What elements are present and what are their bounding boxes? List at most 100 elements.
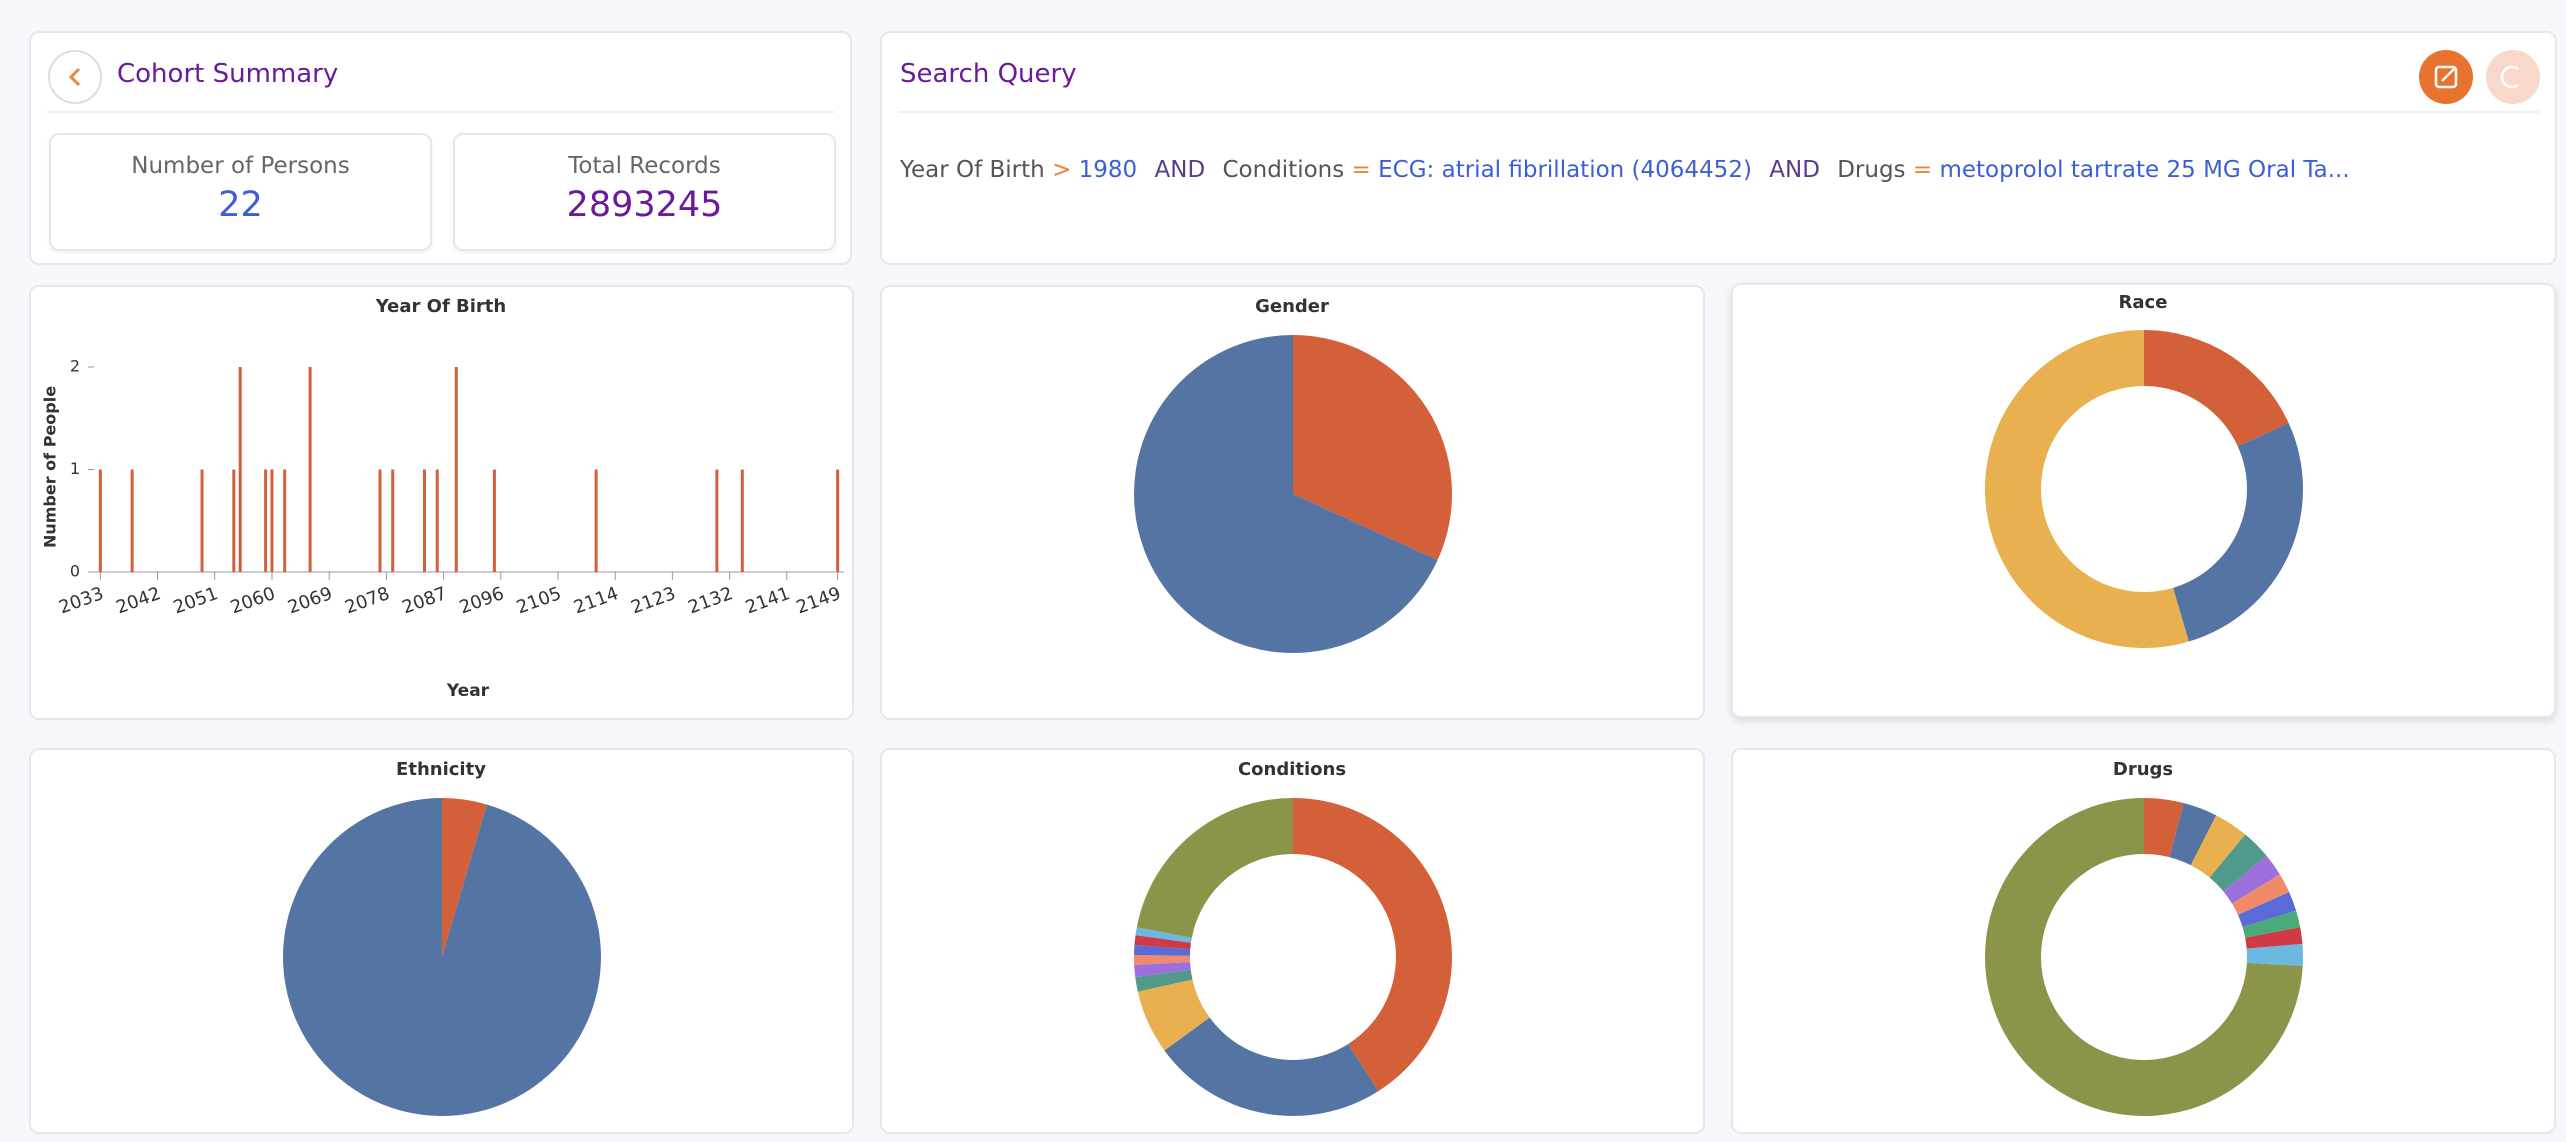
pie-slice xyxy=(2169,802,2217,866)
bar xyxy=(200,469,204,572)
query-operator: = xyxy=(1351,157,1371,183)
pie-slice xyxy=(442,798,487,957)
y-axis-title: Number of People xyxy=(41,386,60,548)
chart-title: Race xyxy=(2119,292,2168,313)
card-title: Cohort Summary xyxy=(117,59,339,89)
pie-slice xyxy=(1135,969,1193,992)
chart: Gender xyxy=(1134,296,1452,653)
stat-label: Number of Persons xyxy=(131,153,350,179)
x-axis-title: Year xyxy=(446,681,490,701)
x-tick-label: 2096 xyxy=(457,583,507,618)
query-operator: = xyxy=(1912,157,1933,183)
reset-button[interactable] xyxy=(2485,49,2541,105)
x-tick-label: 2069 xyxy=(285,583,335,618)
chart-card: Conditions xyxy=(880,748,1705,1134)
x-tick-label: 2141 xyxy=(743,583,793,618)
bar xyxy=(238,367,242,572)
bar xyxy=(264,469,268,572)
chart-title: Gender xyxy=(1255,296,1329,317)
query-operator: > xyxy=(1052,157,1072,183)
chart-card: Drugs xyxy=(1731,748,2556,1134)
back-button[interactable] xyxy=(47,49,103,105)
pie-slice xyxy=(2209,834,2267,892)
divider xyxy=(47,111,834,113)
x-tick-label: 2149 xyxy=(793,583,843,618)
chart-card: Gender xyxy=(880,285,1705,720)
edit-button[interactable] xyxy=(2418,49,2474,105)
pie-slice xyxy=(283,798,601,1116)
stat-value: 2893245 xyxy=(566,185,723,225)
bar xyxy=(308,367,312,572)
y-tick-label: 1 xyxy=(70,459,80,478)
chart: Ethnicity xyxy=(283,759,601,1116)
stat-card: Number of Persons 22 xyxy=(49,133,432,251)
pie-slice xyxy=(1134,962,1191,977)
pie-slice xyxy=(2173,422,2303,642)
bar xyxy=(492,469,496,572)
search-query-card: Search Query Year Of Birth > 1980 AND Co… xyxy=(880,31,2557,265)
divider xyxy=(898,111,2539,113)
x-tick-label: 2051 xyxy=(171,583,221,618)
pie-slice xyxy=(2238,892,2297,928)
bar xyxy=(740,469,744,572)
chart-card: Race xyxy=(1731,283,2556,718)
pie-slice xyxy=(1164,1017,1379,1116)
x-tick-label: 2060 xyxy=(228,583,278,618)
pie-slice xyxy=(2245,927,2303,949)
pie-slice xyxy=(1293,798,1452,1092)
y-tick-label: 0 xyxy=(70,562,80,581)
bar xyxy=(270,469,274,572)
bar xyxy=(98,469,102,572)
query-connector: AND xyxy=(1154,157,1206,183)
chart: Drugs xyxy=(1985,759,2303,1116)
query-connector: AND xyxy=(1769,157,1820,183)
pie-slice xyxy=(1134,335,1438,653)
pie-slice xyxy=(1984,330,2189,648)
bar xyxy=(283,469,287,572)
chart-card: Year Of Birth 0 1 2 2033 2042 2051 2060 2069 2078… xyxy=(29,285,854,720)
bar xyxy=(232,469,236,572)
bar xyxy=(454,367,458,572)
pie-slice xyxy=(1134,945,1191,956)
chart-title: Ethnicity xyxy=(396,759,486,780)
chart: Year Of Birth 0 1 2 2033 2042 2051 2060 2069 2078… xyxy=(41,296,844,701)
query-value: ECG: atrial fibrillation (4064452) xyxy=(1378,157,1752,183)
x-tick-label: 2078 xyxy=(342,583,392,618)
bar xyxy=(130,469,134,572)
pie-slice xyxy=(2223,855,2280,904)
query-text: Year Of Birth > 1980 AND Conditions = EC… xyxy=(900,157,2350,183)
pie-slice xyxy=(2144,798,2184,858)
query-field: Drugs xyxy=(1837,157,1906,183)
pie-slice xyxy=(1293,335,1452,561)
x-tick-label: 2114 xyxy=(571,583,621,618)
stat-value: 22 xyxy=(218,185,263,225)
bar xyxy=(836,469,840,572)
stat-card: Total Records 2893245 xyxy=(453,133,836,251)
bar xyxy=(378,469,382,572)
card-title: Search Query xyxy=(900,59,1077,89)
pie-slice xyxy=(2231,874,2290,915)
bar xyxy=(423,469,427,572)
pie-slice xyxy=(1134,955,1191,965)
x-tick-label: 2132 xyxy=(685,583,735,618)
query-value: 1980 xyxy=(1078,157,1138,183)
pie-slice xyxy=(1134,935,1191,950)
chart-title: Drugs xyxy=(2113,759,2173,780)
x-tick-label: 2123 xyxy=(628,583,678,618)
pie-slice xyxy=(2246,944,2303,966)
pie-slice xyxy=(1135,927,1192,943)
bar xyxy=(435,469,439,572)
x-tick-label: 2105 xyxy=(514,583,564,618)
x-tick-label: 2087 xyxy=(399,583,449,618)
chart: Race xyxy=(1984,292,2303,648)
pie-slice xyxy=(2242,910,2301,938)
bar xyxy=(715,469,719,572)
x-tick-label: 2033 xyxy=(56,583,106,618)
pie-slice xyxy=(1136,798,1293,938)
bar xyxy=(594,469,598,572)
bar xyxy=(391,469,395,572)
chart-title: Conditions xyxy=(1238,759,1346,780)
chart-card: Ethnicity xyxy=(29,748,854,1134)
chart: Conditions xyxy=(1134,759,1452,1116)
